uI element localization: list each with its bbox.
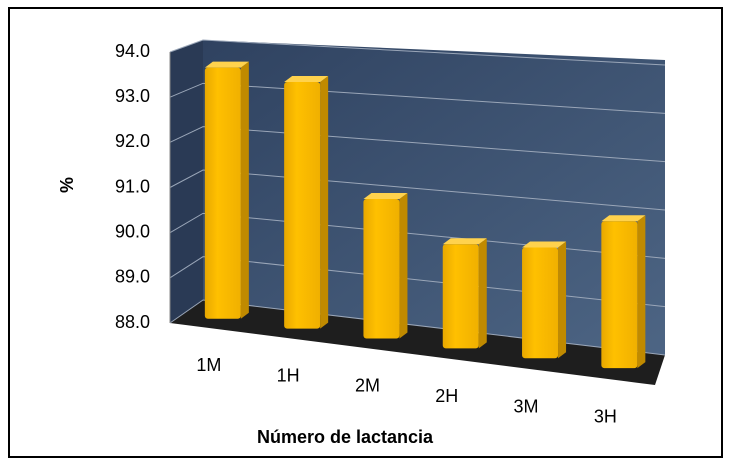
grid-line: [169, 169, 666, 211]
bar: [601, 221, 638, 369]
x-tick-label: 3M: [514, 396, 539, 416]
grid-line: [169, 126, 666, 163]
x-tick-label: 1H: [277, 365, 300, 385]
grid-line: [169, 299, 666, 356]
x-tick-label: 3H: [594, 407, 617, 427]
bar-side: [320, 76, 329, 329]
bar-top: [442, 238, 487, 245]
bar-side: [637, 215, 646, 369]
bar-side: [399, 193, 408, 339]
x-tick-label: 2H: [435, 386, 458, 406]
grid-line: [169, 256, 666, 308]
y-tick-label: 90.0: [115, 221, 150, 241]
grid-line: [169, 212, 666, 259]
grid-line: [169, 39, 666, 66]
x-tick-label: 2M: [355, 376, 380, 396]
y-tick-label: 92.0: [115, 131, 150, 151]
x-tick-label: 1M: [196, 355, 221, 375]
grid-line: [169, 82, 666, 114]
y-tick-label: 88.0: [115, 312, 150, 332]
side-wall: [170, 40, 203, 323]
y-tick-label: 93.0: [115, 86, 150, 106]
y-tick-label: 91.0: [115, 176, 150, 196]
bar: [442, 244, 479, 349]
bar-top: [284, 76, 329, 83]
bar-top: [522, 241, 567, 248]
bar: [363, 199, 400, 339]
x-axis-label: Número de lactancia: [257, 427, 434, 447]
bar-top: [204, 61, 249, 68]
bar-top: [363, 193, 408, 200]
y-tick-label: 89.0: [115, 267, 150, 287]
bar: [204, 67, 241, 319]
y-axis-label: %: [57, 177, 77, 193]
bar-side: [558, 241, 567, 359]
y-tick-label: 94.0: [115, 41, 150, 61]
bar-top: [601, 215, 646, 222]
bar: [522, 247, 559, 359]
bar-side: [240, 61, 249, 319]
bar: [284, 82, 321, 329]
bar-side: [478, 238, 487, 349]
